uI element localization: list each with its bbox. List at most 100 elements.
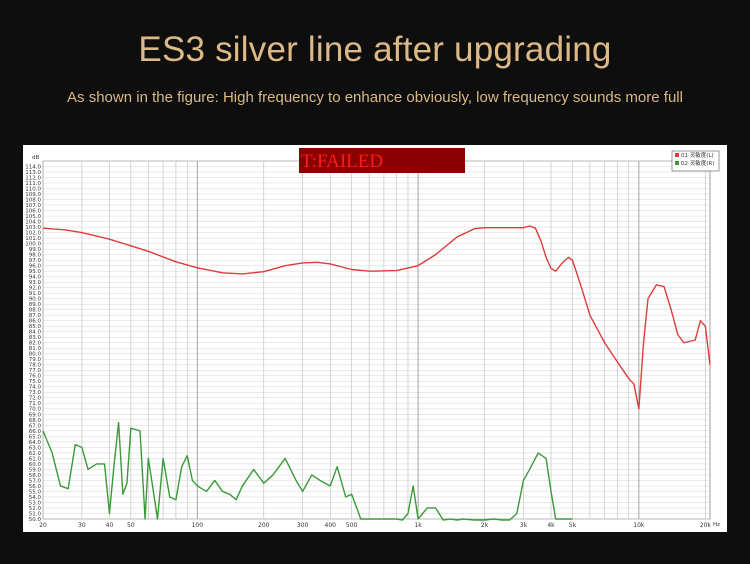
y-tick-label: 65.0	[29, 434, 42, 440]
y-tick-label: 79.0	[29, 357, 42, 363]
y-tick-label: 86.0	[29, 319, 42, 325]
y-tick-label: 98.0	[29, 253, 42, 259]
y-tick-label: 83.0	[29, 335, 42, 341]
y-tick-label: 68.0	[29, 418, 42, 424]
y-tick-label: 94.0	[29, 275, 42, 281]
failed-text: T:FAILED	[301, 151, 383, 172]
y-tick-label: 91.0	[29, 291, 42, 297]
y-tick-label: 81.0	[29, 346, 42, 352]
y-tick-label: 61.0	[29, 456, 42, 462]
y-tick-label: 92.0	[29, 286, 42, 292]
y-tick-label: 96.0	[29, 264, 42, 270]
y-tick-label: 113.0	[25, 170, 41, 176]
x-tick-label: 40	[106, 522, 114, 529]
legend-label-1: 01 灵敏度(L)	[681, 151, 714, 159]
y-tick-label: 70.0	[29, 407, 42, 413]
legend-box	[671, 150, 720, 172]
x-tick-label: 20	[39, 522, 47, 529]
y-tick-label: 63.0	[29, 445, 42, 451]
legend-swatch-2	[675, 161, 679, 165]
y-tick-label: 88.0	[29, 308, 42, 314]
page-subtitle: As shown in the figure: High frequency t…	[67, 89, 683, 106]
y-tick-label: 112.0	[25, 175, 41, 181]
y-tick-label: 97.0	[29, 258, 42, 264]
chart-series	[42, 225, 711, 521]
y-tick-label: 89.0	[29, 302, 42, 308]
y-tick-label: 85.0	[29, 324, 42, 330]
x-tick-label: 500	[346, 522, 358, 529]
x-tick-label: 20k	[700, 522, 712, 529]
y-tick-label: 64.0	[29, 440, 42, 446]
x-tick-label: 300	[297, 522, 309, 529]
y-tick-label: 77.0	[29, 368, 42, 374]
y-tick-label: 75.0	[29, 379, 42, 385]
x-tick-label: 200	[258, 522, 270, 529]
y-tick-label: 114.0	[25, 164, 41, 170]
x-tick-label: 100	[192, 522, 204, 529]
plot-area	[42, 160, 711, 520]
y-tick-label: 76.0	[29, 374, 42, 380]
y-tick-label: 108.0	[25, 197, 41, 203]
y-tick-label: 106.0	[25, 208, 41, 214]
y-tick-label: 74.0	[29, 385, 42, 391]
y-tick-label: 80.0	[29, 352, 42, 358]
y-tick-label: 84.0	[29, 330, 42, 336]
frequency-response-chart: 50.051.052.053.054.055.056.057.058.059.0…	[23, 145, 727, 532]
y-tick-label: 57.0	[29, 478, 42, 484]
y-tick-label: 66.0	[29, 429, 42, 435]
legend-label-2: 02 灵敏度(R)	[681, 159, 714, 167]
series-line-2	[42, 421, 573, 521]
x-tick-label: 30	[78, 522, 86, 529]
y-tick-label: 58.0	[29, 473, 42, 479]
y-tick-label: 111.0	[25, 181, 41, 187]
x-tick-label: 2k	[481, 522, 489, 529]
series-line-1	[42, 225, 711, 410]
y-tick-label: 62.0	[29, 451, 42, 457]
y-tick-label: 110.0	[25, 186, 41, 192]
y-tick-label: 95.0	[29, 269, 42, 275]
y-tick-labels: 50.051.052.053.054.055.056.057.058.059.0…	[25, 164, 41, 522]
y-tick-label: 93.0	[29, 280, 42, 286]
y-tick-label: 51.0	[29, 511, 42, 517]
x-tick-label: 4k	[547, 522, 555, 529]
x-tick-label: 400	[325, 522, 337, 529]
y-tick-label: 71.0	[29, 401, 42, 407]
y-tick-label: 103.0	[25, 225, 41, 231]
y-tick-label: 73.0	[29, 390, 42, 396]
y-tick-label: 54.0	[29, 495, 42, 501]
x-tick-labels: 20 30 40 50 100 200 300 400 500 1k 2k 3k 4k 5k 10k 20k	[39, 522, 711, 529]
y-tick-label: 104.0	[25, 219, 41, 225]
y-tick-label: 50.0	[29, 517, 42, 523]
legend-swatch-1	[675, 153, 679, 157]
y-tick-label: 56.0	[29, 484, 42, 490]
x-tick-label: 1k	[414, 522, 422, 529]
y-tick-label: 107.0	[25, 203, 41, 209]
y-unit-label: dB	[32, 155, 39, 161]
y-tick-label: 102.0	[25, 231, 41, 237]
y-tick-label: 99.0	[29, 247, 42, 253]
y-tick-label: 90.0	[29, 297, 42, 303]
x-unit-label: Hz	[713, 522, 720, 528]
x-tick-label: 3k	[520, 522, 528, 529]
y-tick-label: 59.0	[29, 467, 42, 473]
y-tick-label: 78.0	[29, 363, 42, 369]
y-tick-label: 100.0	[25, 242, 41, 248]
y-tick-label: 53.0	[29, 500, 42, 506]
y-tick-label: 55.0	[29, 489, 42, 495]
y-tick-label: 72.0	[29, 396, 42, 402]
y-tick-label: 105.0	[25, 214, 41, 220]
y-tick-label: 101.0	[25, 236, 41, 242]
chart-grid	[42, 160, 711, 520]
x-tick-label: 10k	[633, 522, 645, 529]
page-title: ES3 silver line after upgrading	[138, 30, 612, 69]
y-tick-label: 69.0	[29, 412, 42, 418]
y-tick-label: 60.0	[29, 462, 42, 468]
x-tick-label: 5k	[569, 522, 577, 529]
y-tick-label: 82.0	[29, 341, 42, 347]
y-tick-label: 109.0	[25, 192, 41, 198]
y-tick-label: 67.0	[29, 423, 42, 429]
failed-banner	[299, 148, 465, 173]
x-tick-label: 50	[127, 522, 135, 529]
y-tick-label: 52.0	[29, 506, 42, 512]
y-tick-label: 87.0	[29, 313, 42, 319]
